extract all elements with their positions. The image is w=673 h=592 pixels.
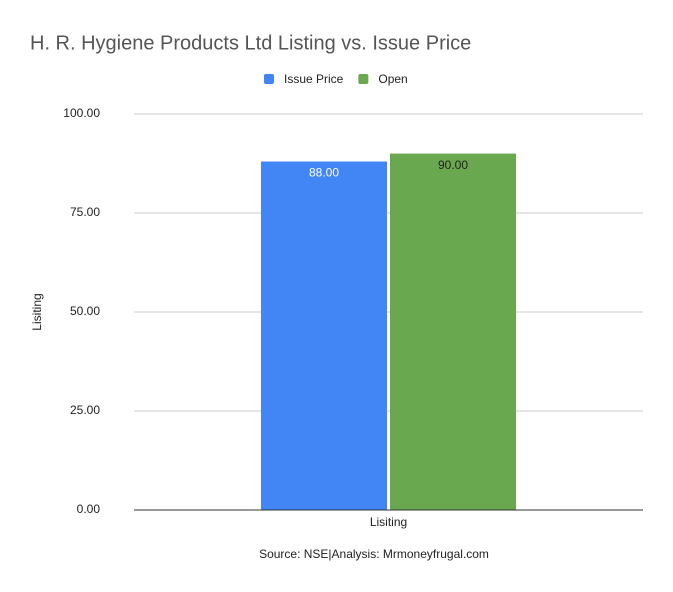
y-tick-label: 50.00: [70, 304, 100, 318]
chart-title: H. R. Hygiene Products Ltd Listing vs. I…: [30, 32, 471, 54]
y-tick-label: 25.00: [70, 403, 100, 417]
legend-swatch: [358, 74, 369, 84]
y-axis-title: Lisiting: [30, 293, 44, 330]
bar: [390, 153, 516, 510]
y-tick-label: 100.00: [63, 106, 100, 120]
bar: [261, 161, 387, 510]
legend-label: Issue Price: [284, 72, 344, 86]
y-tick-label: 0.00: [77, 502, 101, 516]
source-note: Source: NSE|Analysis: Mrmoneyfrugal.com: [259, 547, 489, 561]
value-label: 88.00: [309, 166, 339, 180]
y-tick-label: 75.00: [70, 205, 100, 219]
legend-swatch: [264, 74, 274, 84]
x-tick-label: Lisiting: [370, 515, 407, 529]
legend-label: Open: [378, 72, 407, 86]
value-label: 90.00: [438, 158, 468, 172]
